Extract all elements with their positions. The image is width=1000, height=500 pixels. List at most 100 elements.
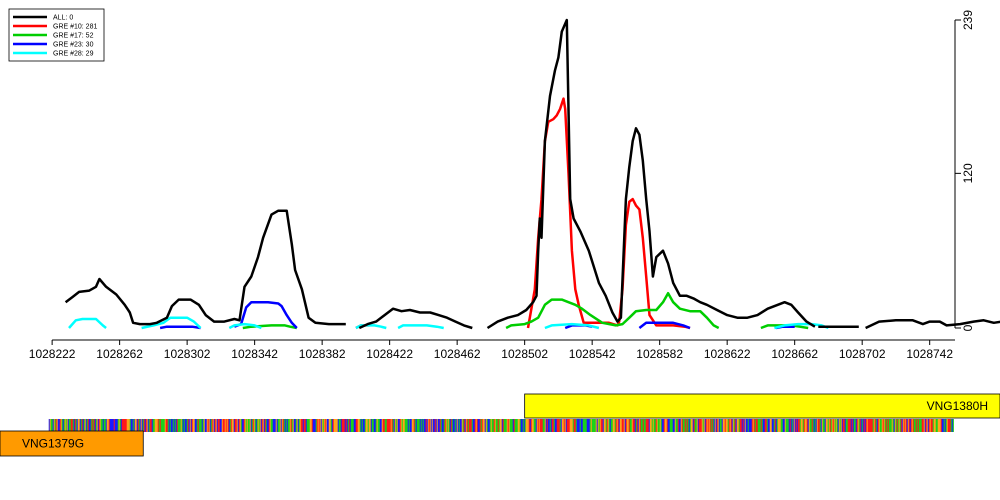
sequence-base [901,419,903,432]
sequence-base [294,419,296,432]
sequence-base [396,419,398,432]
sequence-base [467,419,469,432]
sequence-base [358,419,360,432]
sequence-base [621,419,623,432]
sequence-base [73,419,75,432]
sequence-base [580,419,582,432]
sequence-base [791,419,793,432]
sequence-base [764,419,766,432]
sequence-base [590,419,592,432]
sequence-base [501,419,503,432]
sequence-base [697,419,699,432]
sequence-base [485,419,487,432]
sequence-base [586,419,588,432]
sequence-base [263,419,265,432]
sequence-base [711,419,713,432]
sequence-base [169,419,171,432]
sequence-base [332,419,334,432]
sequence-base [681,419,683,432]
sequence-base [454,419,456,432]
sequence-base [481,419,483,432]
sequence-base [331,419,333,432]
sequence-base [518,419,520,432]
sequence-base [857,419,859,432]
sequence-base [385,419,387,432]
sequence-base [87,419,89,432]
sequence-base [430,419,432,432]
sequence-base [97,419,99,432]
sequence-base [188,419,190,432]
sequence-base [772,419,774,432]
sequence-base [119,419,121,432]
sequence-base [521,419,523,432]
sequence-base [292,419,294,432]
legend-entry: GRE #17: 52 [53,33,94,40]
sequence-base [611,419,613,432]
sequence-base [117,419,119,432]
sequence-base [187,419,189,432]
sequence-base [947,419,949,432]
sequence-base [905,419,907,432]
sequence-base [48,419,50,432]
sequence-base [906,419,908,432]
sequence-base [253,419,255,432]
sequence-base [446,419,448,432]
sequence-base [635,419,637,432]
sequence-base [885,419,887,432]
sequence-base [943,419,945,432]
sequence-base [102,419,104,432]
sequence-base [54,419,56,432]
sequence-base [206,419,208,432]
sequence-base [895,419,897,432]
sequence-base [913,419,915,432]
sequence-base [431,419,433,432]
sequence-base [230,419,232,432]
sequence-base [925,419,927,432]
sequence-base [168,419,170,432]
sequence-base [395,419,397,432]
sequence-base [669,419,671,432]
sequence-base [882,419,884,432]
sequence-base [414,419,416,432]
sequence-base [730,419,732,432]
sequence-base [246,419,248,432]
sequence-base [674,419,676,432]
sequence-base [231,419,233,432]
sequence-base [701,419,703,432]
sequence-strip [48,419,954,432]
sequence-base [64,419,66,432]
sequence-base [252,419,254,432]
sequence-base [322,419,324,432]
sequence-base [478,419,480,432]
sequence-base [562,419,564,432]
sequence-base [645,419,647,432]
sequence-base [277,419,279,432]
sequence-base [342,419,344,432]
sequence-base [255,419,257,432]
sequence-base [721,419,723,432]
sequence-base [802,419,804,432]
sequence-base [466,419,468,432]
sequence-base [80,419,82,432]
sequence-base [183,419,185,432]
sequence-base [244,419,246,432]
sequence-base [489,419,491,432]
sequence-base [62,419,64,432]
sequence-base [418,419,420,432]
sequence-base [693,419,695,432]
sequence-base [946,419,948,432]
sequence-base [338,419,340,432]
sequence-base [455,419,457,432]
sequence-base [643,419,645,432]
sequence-base [578,419,580,432]
sequence-base [256,419,258,432]
sequence-base [347,419,349,432]
sequence-base [814,419,816,432]
sequence-base [487,419,489,432]
series-layer [64,18,1000,330]
sequence-base [105,419,107,432]
sequence-base [205,419,207,432]
sequence-base [507,419,509,432]
sequence-base [660,419,662,432]
sequence-base [497,419,499,432]
